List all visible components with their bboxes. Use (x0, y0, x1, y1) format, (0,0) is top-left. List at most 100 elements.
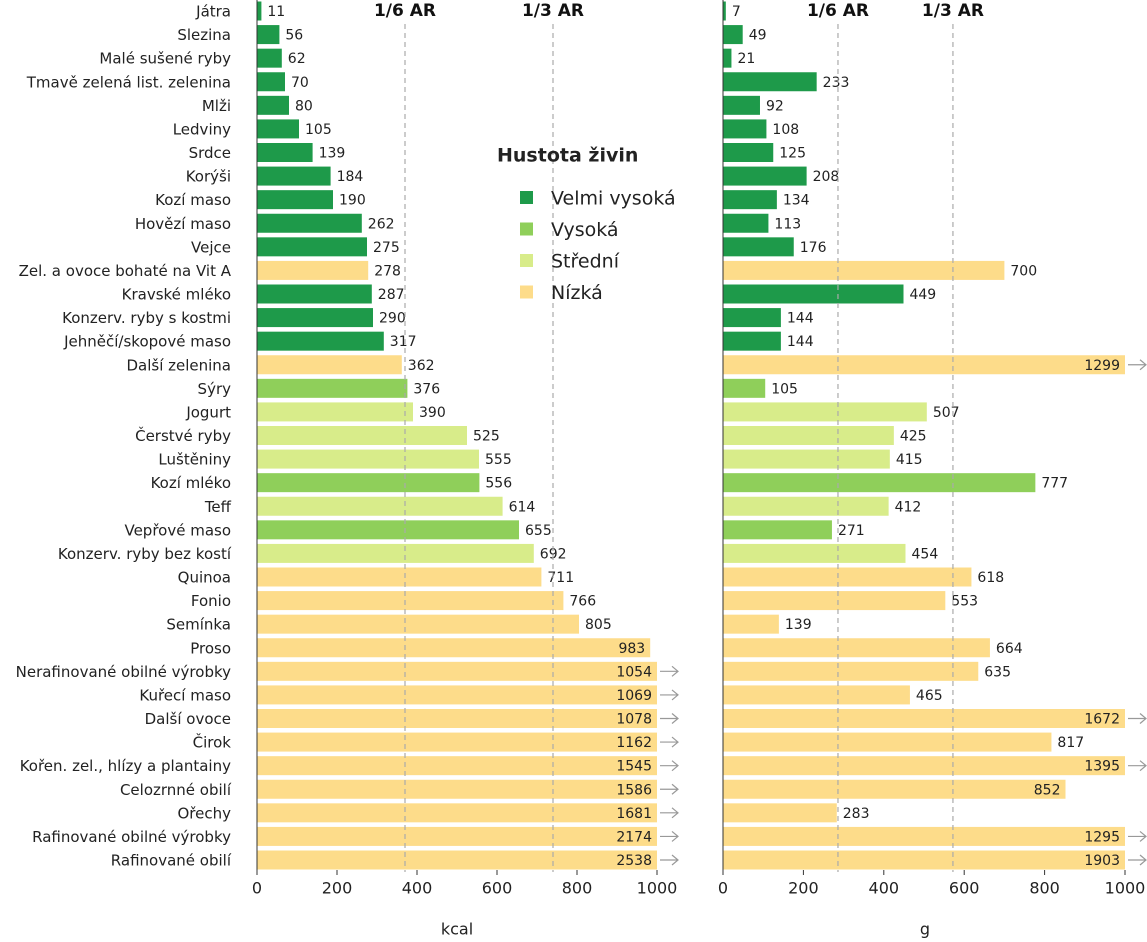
bar (257, 779, 657, 799)
bar (257, 543, 534, 563)
legend-label: Nízká (551, 282, 603, 304)
value-label: 262 (368, 216, 395, 232)
category-label: Čerstvé ryby (135, 426, 231, 445)
bar (723, 378, 766, 398)
value-label: 983 (618, 641, 645, 657)
value-label: 1903 (1084, 853, 1120, 869)
bar (723, 1, 726, 21)
overflow-arrow (660, 665, 679, 677)
value-label: 7 (732, 4, 741, 20)
bar (723, 685, 910, 705)
value-label: 655 (525, 523, 552, 539)
value-label: 412 (895, 499, 922, 515)
value-label: 21 (737, 51, 755, 67)
x-tick-label: 0 (252, 879, 262, 898)
bar (723, 709, 1125, 728)
overflow-arrow (1128, 713, 1147, 724)
value-label: 139 (785, 617, 812, 633)
category-label: Játra (195, 3, 231, 21)
value-label: 2174 (616, 829, 652, 845)
category-label: Teff (204, 498, 232, 516)
bar (723, 355, 1125, 375)
value-label: 92 (766, 98, 784, 114)
value-label: 454 (912, 546, 939, 562)
reference-label: 1/6 AR (807, 1, 869, 21)
bar (257, 25, 280, 45)
value-label: 1295 (1084, 829, 1120, 845)
category-label: Slezina (177, 26, 231, 44)
overflow-arrow (1128, 760, 1147, 772)
category-label: Kozí maso (155, 191, 231, 209)
x-tick-label: 400 (869, 879, 900, 898)
bar (723, 284, 904, 304)
x-tick-label: 200 (322, 879, 353, 898)
bar (723, 661, 979, 681)
overflow-arrow (660, 736, 679, 748)
category-label: Ledviny (173, 120, 231, 138)
category-label: Luštěniny (158, 451, 231, 469)
legend-swatch (520, 285, 533, 299)
value-label: 614 (509, 499, 536, 515)
bar (257, 402, 413, 422)
bar (257, 591, 564, 611)
value-label: 70 (291, 75, 309, 91)
legend-swatch (520, 254, 533, 267)
value-label: 134 (783, 193, 810, 209)
bar (257, 756, 657, 776)
bar (257, 190, 333, 210)
value-label: 1054 (616, 664, 652, 680)
category-label: Další ovoce (145, 710, 231, 728)
value-label: 144 (787, 334, 814, 350)
value-label: 766 (569, 594, 596, 610)
bar (723, 638, 990, 658)
bar (723, 732, 1052, 752)
bar (257, 143, 313, 162)
value-label: 105 (771, 381, 798, 397)
category-label: Semínka (166, 616, 231, 634)
legend-swatch (520, 222, 533, 236)
bar (257, 803, 657, 823)
x-tick-label: 800 (1029, 879, 1060, 898)
value-label: 283 (843, 806, 870, 822)
value-label: 415 (896, 452, 923, 468)
value-label: 275 (373, 240, 400, 256)
bar (257, 638, 651, 658)
x-tick-label: 1000 (1105, 879, 1146, 898)
x-tick-label: 0 (718, 879, 728, 898)
bar (257, 331, 384, 351)
value-label: 664 (996, 641, 1023, 657)
bar (723, 591, 946, 611)
bar (723, 166, 807, 186)
value-label: 635 (984, 664, 1011, 680)
value-label: 144 (787, 311, 814, 327)
category-label: Jogurt (185, 403, 231, 421)
x-tick-label: 600 (949, 879, 980, 898)
value-label: 618 (977, 570, 1004, 586)
reference-label: 1/3 AR (922, 1, 984, 21)
value-label: 1162 (616, 735, 652, 751)
x-tick-label: 600 (482, 879, 513, 898)
bar (723, 213, 769, 233)
value-label: 553 (951, 594, 978, 610)
category-label: Celozrnné obilí (120, 781, 232, 799)
bar (723, 331, 781, 351)
bar (723, 614, 779, 634)
category-label: Hovězí maso (135, 215, 231, 233)
category-label: Kořen. zel., hlízy a plantainy (20, 757, 231, 775)
value-label: 777 (1041, 476, 1068, 492)
overflow-arrow (1128, 359, 1147, 371)
bar (723, 520, 832, 540)
value-label: 56 (285, 28, 303, 44)
value-label: 556 (485, 476, 512, 492)
bar (257, 850, 657, 870)
value-label: 1078 (616, 712, 652, 728)
value-label: 376 (413, 381, 440, 397)
bar (723, 803, 837, 823)
bar (257, 119, 299, 139)
value-label: 287 (378, 287, 405, 303)
bar (257, 378, 408, 398)
value-label: 817 (1057, 735, 1084, 751)
value-label: 711 (547, 570, 574, 586)
value-label: 139 (319, 146, 346, 162)
bar (723, 143, 774, 162)
